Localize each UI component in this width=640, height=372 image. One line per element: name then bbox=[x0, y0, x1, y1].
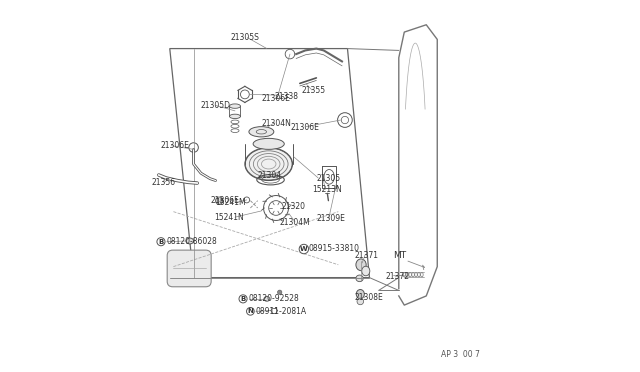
Text: 15241M: 15241M bbox=[216, 198, 246, 207]
Text: 21306E: 21306E bbox=[261, 93, 291, 103]
Text: 21306E: 21306E bbox=[161, 141, 189, 150]
Ellipse shape bbox=[253, 138, 284, 149]
Text: 15241N: 15241N bbox=[214, 213, 243, 222]
Text: 21304: 21304 bbox=[258, 170, 282, 180]
Text: 08915-33810: 08915-33810 bbox=[308, 244, 359, 253]
Ellipse shape bbox=[230, 104, 241, 108]
Ellipse shape bbox=[356, 289, 364, 299]
Text: N: N bbox=[248, 308, 253, 314]
Ellipse shape bbox=[356, 275, 364, 282]
Text: 21305: 21305 bbox=[316, 174, 340, 183]
Text: 21305S: 21305S bbox=[230, 33, 259, 42]
Ellipse shape bbox=[356, 259, 366, 271]
Ellipse shape bbox=[362, 266, 370, 276]
Text: 21308E: 21308E bbox=[355, 293, 383, 302]
Ellipse shape bbox=[264, 296, 270, 301]
Text: 21356: 21356 bbox=[152, 178, 175, 187]
Text: 21304N: 21304N bbox=[261, 119, 291, 128]
Circle shape bbox=[216, 197, 223, 204]
Text: AP 3  00 7: AP 3 00 7 bbox=[441, 350, 480, 359]
Text: B: B bbox=[241, 296, 246, 302]
Text: 08911-2081A: 08911-2081A bbox=[256, 307, 307, 316]
Text: 08120-86028: 08120-86028 bbox=[167, 237, 218, 246]
Text: 21320: 21320 bbox=[282, 202, 305, 211]
Text: MT: MT bbox=[394, 251, 406, 260]
Text: 21309E: 21309E bbox=[316, 215, 345, 224]
Text: 21355: 21355 bbox=[301, 86, 326, 95]
FancyBboxPatch shape bbox=[167, 250, 211, 287]
Text: 21304M: 21304M bbox=[280, 218, 310, 227]
Text: 21372: 21372 bbox=[386, 272, 410, 281]
Ellipse shape bbox=[186, 238, 193, 244]
Ellipse shape bbox=[245, 148, 292, 180]
Text: 21305D: 21305D bbox=[201, 101, 231, 110]
Text: B: B bbox=[158, 239, 164, 245]
Text: 15213N: 15213N bbox=[313, 185, 342, 194]
Ellipse shape bbox=[357, 298, 364, 305]
Text: 21306E: 21306E bbox=[291, 123, 319, 132]
Text: 21371: 21371 bbox=[355, 251, 379, 260]
Ellipse shape bbox=[230, 114, 241, 119]
Text: 08120-92528: 08120-92528 bbox=[249, 294, 300, 303]
Text: W: W bbox=[300, 246, 308, 252]
Text: 21306E: 21306E bbox=[210, 196, 239, 205]
Ellipse shape bbox=[249, 126, 274, 137]
Circle shape bbox=[278, 290, 282, 295]
Text: 21338: 21338 bbox=[274, 92, 298, 101]
